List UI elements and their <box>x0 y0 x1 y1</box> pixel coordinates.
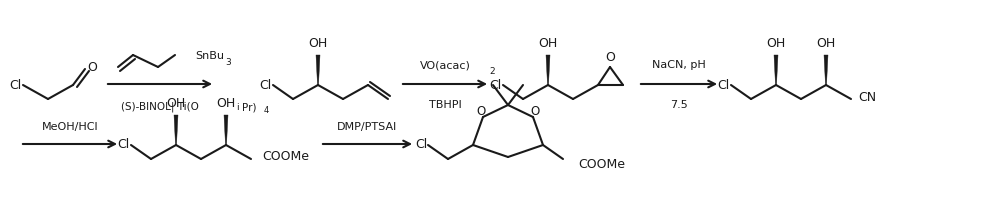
Text: Cl: Cl <box>490 78 502 91</box>
Text: 7.5: 7.5 <box>670 100 688 110</box>
Text: 2: 2 <box>489 67 495 75</box>
Text: SnBu: SnBu <box>195 51 224 61</box>
Text: VO(acac): VO(acac) <box>420 60 470 70</box>
Text: O: O <box>605 50 615 63</box>
Text: OH: OH <box>216 97 236 110</box>
Text: COOMe: COOMe <box>262 151 309 164</box>
Text: O: O <box>530 104 540 117</box>
Text: OH: OH <box>766 36 786 49</box>
Text: Cl: Cl <box>260 78 272 91</box>
Text: Cl: Cl <box>10 78 22 91</box>
Text: DMP/PTSAl: DMP/PTSAl <box>337 122 397 132</box>
Text: COOMe: COOMe <box>578 159 625 172</box>
Polygon shape <box>546 55 550 85</box>
Polygon shape <box>224 115 228 145</box>
Polygon shape <box>174 115 178 145</box>
Text: 3: 3 <box>225 58 231 67</box>
Text: OH: OH <box>538 36 558 49</box>
Text: OH: OH <box>308 36 328 49</box>
Polygon shape <box>316 55 320 85</box>
Text: NaCN, pH: NaCN, pH <box>652 60 706 70</box>
Text: OH: OH <box>816 36 836 49</box>
Text: Cl: Cl <box>718 78 730 91</box>
Text: 4: 4 <box>264 106 269 114</box>
Text: OH: OH <box>166 97 186 110</box>
Text: Pr): Pr) <box>242 102 256 112</box>
Polygon shape <box>824 55 828 85</box>
Text: Cl: Cl <box>415 138 427 151</box>
Text: O: O <box>476 104 486 117</box>
Text: TBHPI: TBHPI <box>429 100 461 110</box>
Polygon shape <box>774 55 778 85</box>
Text: O: O <box>87 60 97 73</box>
Text: Cl: Cl <box>118 138 130 151</box>
Text: MeOH/HCl: MeOH/HCl <box>42 122 98 132</box>
Text: (S)-BINOL| Ti(O: (S)-BINOL| Ti(O <box>121 102 199 112</box>
Text: i: i <box>236 102 239 112</box>
Text: CN: CN <box>858 90 876 103</box>
